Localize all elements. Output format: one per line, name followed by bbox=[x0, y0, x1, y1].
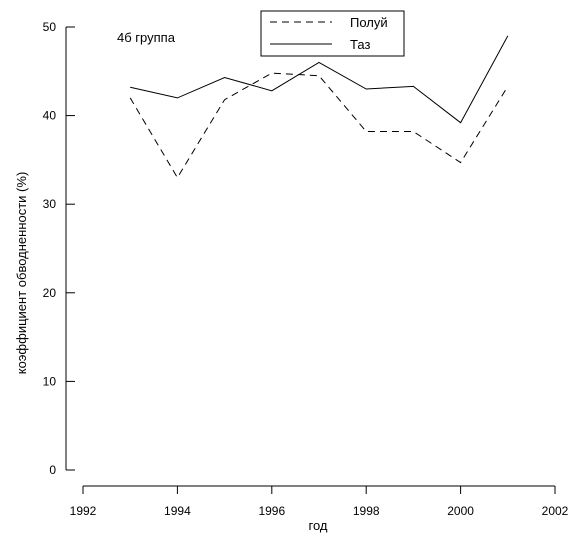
axes bbox=[65, 27, 555, 487]
series-line-taz bbox=[130, 35, 509, 124]
data-point bbox=[270, 72, 273, 75]
y-tick-label: 20 bbox=[43, 286, 57, 300]
x-axis-title: год bbox=[309, 518, 328, 533]
data-point bbox=[365, 130, 368, 133]
x-tick-label: 2000 bbox=[447, 504, 474, 518]
data-point bbox=[176, 176, 179, 179]
legend-label-polui: Полуй bbox=[350, 15, 388, 30]
ticks: 0 10 20 30 40 50 1992 1994 1996 1998 2000 2002 bbox=[43, 20, 569, 518]
y-tick-label: 0 bbox=[49, 463, 56, 477]
y-tick-label: 50 bbox=[43, 20, 57, 34]
y-tick-label: 30 bbox=[43, 197, 57, 211]
y-tick-label: 40 bbox=[43, 109, 57, 123]
series-line-polui bbox=[129, 72, 509, 179]
y-axis-title: коэффициент обводненности (%) bbox=[14, 172, 29, 375]
x-tick-label: 1994 bbox=[164, 504, 191, 518]
x-tick-label: 1992 bbox=[70, 504, 97, 518]
data-point bbox=[318, 74, 321, 77]
data-point bbox=[506, 85, 509, 88]
legend-box bbox=[260, 10, 405, 57]
data-point bbox=[412, 130, 415, 133]
legend: Полуй Таз bbox=[260, 10, 405, 57]
legend-label-taz: Таз bbox=[350, 37, 370, 52]
x-tick-label: 1998 bbox=[353, 504, 380, 518]
x-tick-label: 2002 bbox=[542, 504, 569, 518]
series-lines bbox=[129, 35, 509, 179]
group-annotation: 4б группа bbox=[117, 30, 176, 45]
x-tick-label: 1996 bbox=[258, 504, 285, 518]
y-tick-label: 10 bbox=[43, 374, 57, 388]
